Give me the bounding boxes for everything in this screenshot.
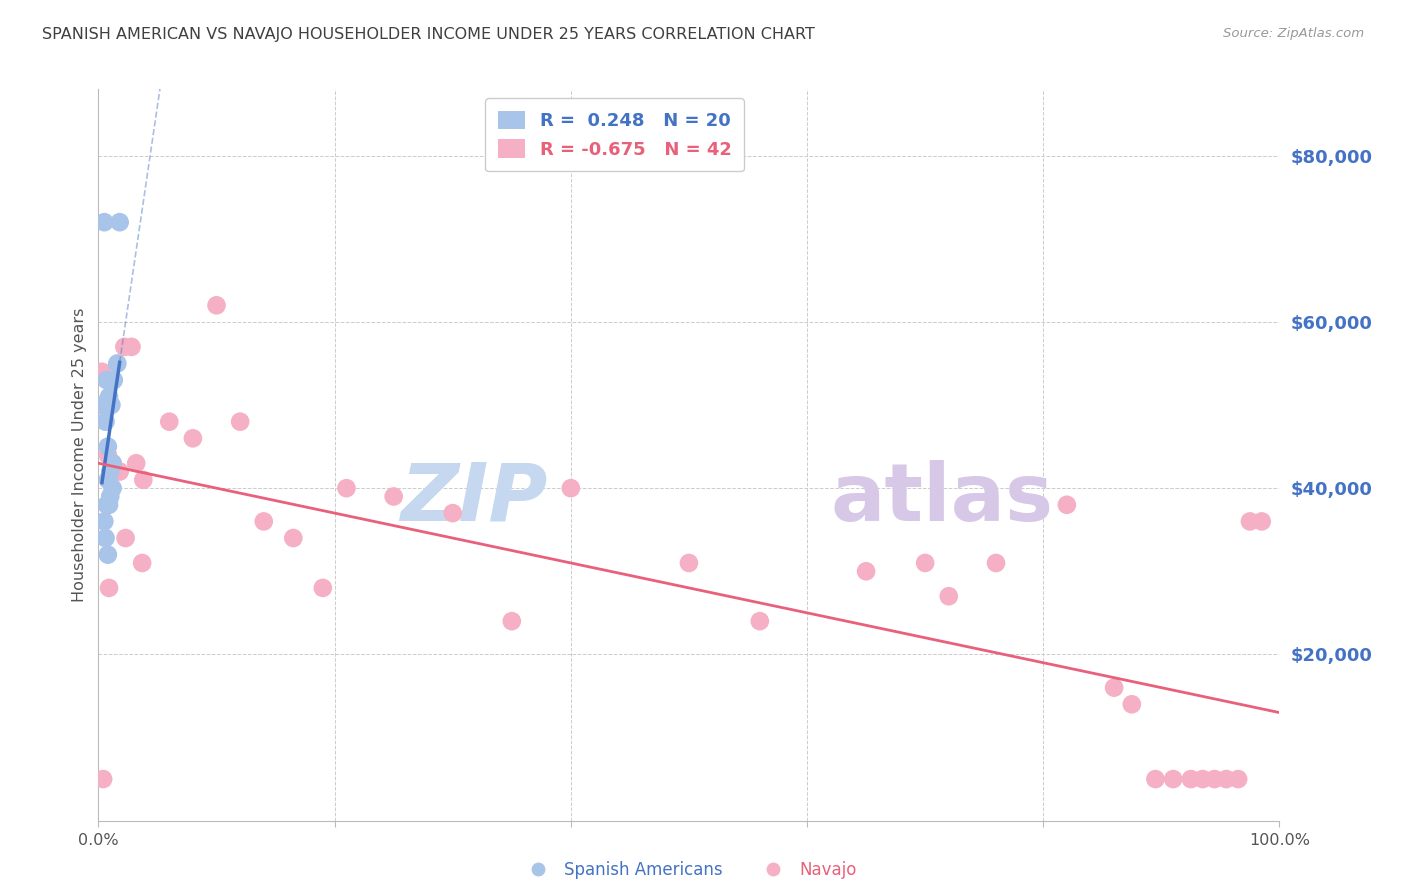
Point <box>283 531 305 545</box>
Point <box>441 506 464 520</box>
Point <box>229 415 252 429</box>
Point <box>984 556 1007 570</box>
Point <box>94 531 117 545</box>
Point <box>382 490 405 504</box>
Text: atlas: atlas <box>831 459 1053 538</box>
Point <box>125 456 148 470</box>
Point <box>914 556 936 570</box>
Point <box>105 357 128 371</box>
Point <box>855 564 877 578</box>
Point <box>1191 772 1213 786</box>
Point <box>1056 498 1078 512</box>
Point <box>1121 698 1143 712</box>
Point <box>98 465 121 479</box>
Point <box>560 481 582 495</box>
Point <box>91 398 114 412</box>
Point <box>91 365 114 379</box>
Point <box>101 456 124 470</box>
Point <box>97 548 120 562</box>
Point <box>132 473 155 487</box>
Point <box>98 490 121 504</box>
Point <box>98 498 121 512</box>
Point <box>121 340 143 354</box>
Point <box>101 481 124 495</box>
Point <box>103 373 125 387</box>
Point <box>96 498 118 512</box>
Text: SPANISH AMERICAN VS NAVAJO HOUSEHOLDER INCOME UNDER 25 YEARS CORRELATION CHART: SPANISH AMERICAN VS NAVAJO HOUSEHOLDER I… <box>42 27 815 42</box>
Point <box>157 415 180 429</box>
Point <box>1102 681 1125 695</box>
Point <box>678 556 700 570</box>
Point <box>101 456 124 470</box>
Point <box>938 589 960 603</box>
Point <box>91 772 114 786</box>
Point <box>1144 772 1167 786</box>
Point <box>1204 772 1226 786</box>
Point <box>97 473 120 487</box>
Point <box>1161 772 1184 786</box>
Point <box>98 581 121 595</box>
Point <box>335 481 357 495</box>
Point <box>112 340 135 354</box>
Point <box>131 556 153 570</box>
Text: ZIP: ZIP <box>399 459 547 538</box>
Point <box>253 515 276 529</box>
Point <box>100 398 122 412</box>
Text: Source: ZipAtlas.com: Source: ZipAtlas.com <box>1223 27 1364 40</box>
Point <box>94 415 117 429</box>
Point <box>1180 772 1202 786</box>
Point <box>312 581 335 595</box>
Point <box>114 531 136 545</box>
Point <box>1227 772 1250 786</box>
Point <box>93 215 115 229</box>
Point <box>98 390 121 404</box>
Point <box>96 373 118 387</box>
Point <box>1215 772 1237 786</box>
Point <box>108 465 131 479</box>
Point <box>97 448 120 462</box>
Point <box>501 614 523 628</box>
Point <box>205 298 228 312</box>
Point <box>108 215 131 229</box>
Point <box>748 614 770 628</box>
Legend: Spanish Americans, Navajo: Spanish Americans, Navajo <box>515 855 863 886</box>
Point <box>1239 515 1261 529</box>
Point <box>1250 515 1272 529</box>
Y-axis label: Householder Income Under 25 years: Householder Income Under 25 years <box>72 308 87 602</box>
Point <box>97 440 120 454</box>
Point <box>181 431 204 445</box>
Point <box>93 515 115 529</box>
